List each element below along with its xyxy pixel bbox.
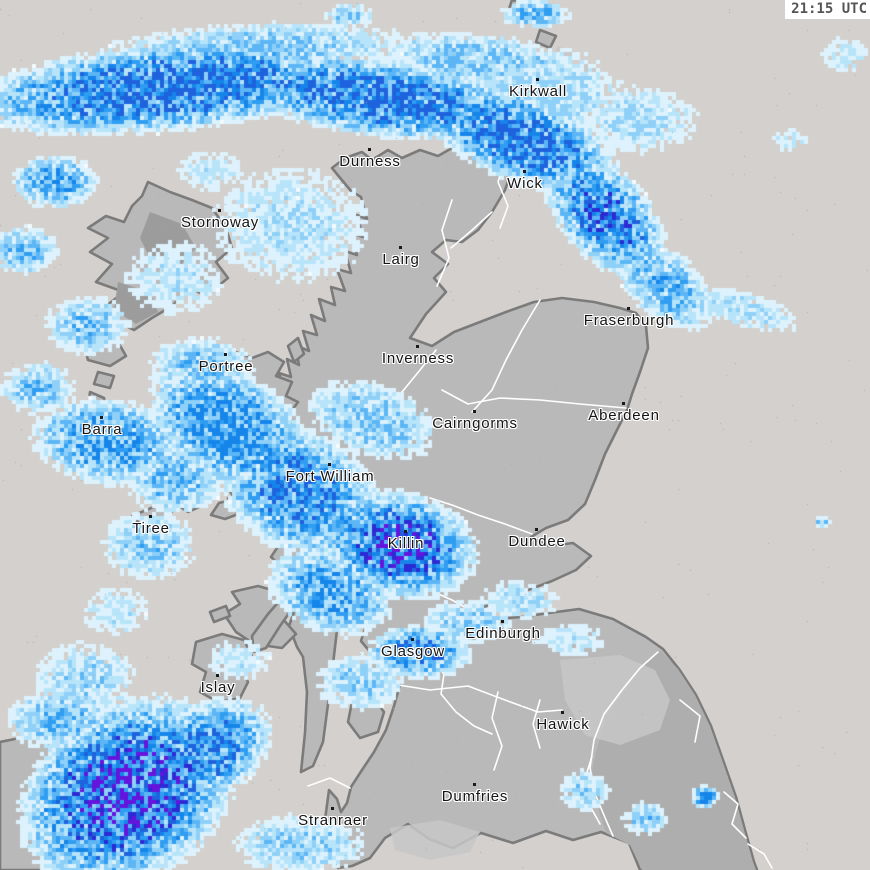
town-name: Edinburgh: [465, 625, 541, 642]
town-marker-dot: [536, 78, 539, 81]
town-marker-dot: [501, 620, 504, 623]
town-marker-dot: [416, 345, 419, 348]
town-name: Killin: [387, 535, 425, 552]
town-name: Kirkwall: [508, 83, 568, 100]
town-marker-dot: [149, 515, 152, 518]
town-marker-dot: [622, 402, 625, 405]
town-name: Durness: [339, 153, 401, 170]
town-name: Islay: [200, 679, 236, 696]
town-marker-dot: [523, 170, 526, 173]
town-marker-dot: [218, 209, 221, 212]
town-name: Glasgow: [381, 643, 445, 660]
town-name: Barra: [81, 421, 123, 438]
town-marker-dot: [224, 353, 227, 356]
town-name: Stornoway: [180, 214, 260, 231]
town-name: Lairg: [382, 251, 420, 268]
town-marker-dot: [561, 711, 564, 714]
town-marker-dot: [473, 410, 476, 413]
town-name: Portree: [198, 358, 254, 375]
town-marker-dot: [331, 807, 334, 810]
town-marker-dot: [535, 528, 538, 531]
town-name: Wick: [507, 175, 543, 192]
town-name: Dumfries: [441, 788, 509, 805]
town-marker-dot: [368, 148, 371, 151]
timestamp-badge: 21:15 UTC: [785, 0, 870, 19]
town-name: Tiree: [132, 520, 170, 537]
town-marker-dot: [100, 416, 103, 419]
town-marker-dot: [627, 307, 630, 310]
town-marker-dot: [216, 674, 219, 677]
town-marker-dot: [328, 463, 331, 466]
town-marker-dot: [404, 530, 407, 533]
town-name: Stranraer: [298, 812, 368, 829]
town-name: Fort William: [285, 468, 375, 485]
town-name: Dundee: [508, 533, 566, 550]
town-marker-dot: [411, 638, 414, 641]
town-name: Aberdeen: [588, 407, 660, 424]
town-name: Inverness: [381, 350, 455, 367]
town-name: Hawick: [536, 716, 590, 733]
town-marker-dot: [399, 246, 402, 249]
town-name: Cairngorms: [432, 415, 518, 432]
town-name: Fraserburgh: [583, 312, 675, 329]
town-marker-dot: [473, 783, 476, 786]
